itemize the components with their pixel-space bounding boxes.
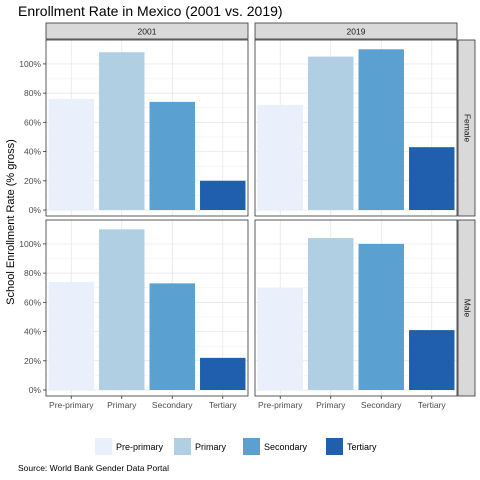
y-tick-label: 40% xyxy=(24,327,41,337)
legend-swatch-pre-primary xyxy=(95,438,112,455)
y-tick-label: 40% xyxy=(24,147,41,157)
panel-border xyxy=(254,39,458,217)
bar-primary-2019-male xyxy=(308,238,354,390)
panel-border xyxy=(45,39,249,217)
y-tick-label: 20% xyxy=(24,176,41,186)
facet-panels: 2001 2019 Female Male 0% 20% 40% 60% 80% 100% 0% 20… xyxy=(19,22,476,410)
strip-row-label: Female xyxy=(462,114,472,143)
bar-pre-primary-2019-male xyxy=(257,287,303,390)
bar-primary-2001-female xyxy=(99,52,145,210)
legend: Pre-primary Primary Secondary Tertiary xyxy=(95,438,377,455)
x-tick-label: Primary xyxy=(316,400,346,410)
bar-secondary-2001-male xyxy=(149,283,195,390)
panel-2019-female xyxy=(254,39,458,217)
legend-label: Primary xyxy=(195,442,226,452)
bar-secondary-2001-female xyxy=(149,101,195,210)
bar-secondary-2019-female xyxy=(358,49,404,210)
x-tick-label: Tertiary xyxy=(209,400,238,410)
panel-2001-male: 0% 20% 40% 60% 80% 100% Pre-primary Primary Seco… xyxy=(19,219,249,410)
strip-row-female xyxy=(457,39,476,217)
legend-swatch-tertiary xyxy=(326,438,343,455)
legend-label: Tertiary xyxy=(347,442,377,452)
x-tick-label: Pre-primary xyxy=(49,400,94,410)
panel-2019-male: Pre-primary Primary Secondary Tertiary xyxy=(254,219,458,410)
strip-row-male xyxy=(457,219,476,397)
y-axis-title: School Enrollment Rate (% gross) xyxy=(5,139,17,305)
bar-primary-2019-female xyxy=(308,56,354,210)
y-tick-label: 20% xyxy=(24,356,41,366)
x-tick-label: Tertiary xyxy=(418,400,447,410)
strip-row-label: Male xyxy=(462,299,472,318)
legend-swatch-secondary xyxy=(243,438,260,455)
y-tick-label: 100% xyxy=(19,59,41,69)
panel-border xyxy=(45,219,249,397)
panel-border xyxy=(254,219,458,397)
bar-tertiary-2001-female xyxy=(200,180,246,210)
strip-col-label: 2001 xyxy=(138,27,157,37)
y-tick-label: 80% xyxy=(24,268,41,278)
x-tick-label: Secondary xyxy=(361,400,402,410)
y-tick-label: 60% xyxy=(24,297,41,307)
bar-tertiary-2019-female xyxy=(409,147,455,210)
x-tick-label: Primary xyxy=(107,400,137,410)
bar-pre-primary-2019-female xyxy=(257,104,303,210)
bar-tertiary-2019-male xyxy=(409,330,455,390)
source-caption: Source: World Bank Gender Data Portal xyxy=(18,463,169,473)
y-tick-label: 100% xyxy=(19,239,41,249)
bar-tertiary-2001-male xyxy=(200,357,246,390)
bar-pre-primary-2001-female xyxy=(48,98,94,210)
legend-label: Secondary xyxy=(264,442,308,452)
chart-title: Enrollment Rate in Mexico (2001 vs. 2019… xyxy=(18,3,283,19)
y-tick-label: 0% xyxy=(29,385,42,395)
x-tick-label: Secondary xyxy=(152,400,193,410)
strip-col-label: 2019 xyxy=(347,27,366,37)
bar-pre-primary-2001-male xyxy=(48,281,94,390)
y-tick-label: 80% xyxy=(24,88,41,98)
legend-swatch-primary xyxy=(174,438,191,455)
x-tick-label: Pre-primary xyxy=(258,400,303,410)
bar-secondary-2019-male xyxy=(358,243,404,390)
y-tick-label: 0% xyxy=(29,205,42,215)
strip-col-2001 xyxy=(45,22,249,40)
legend-label: Pre-primary xyxy=(116,442,164,452)
panel-2001-female: 0% 20% 40% 60% 80% 100% xyxy=(19,39,249,217)
y-tick-label: 60% xyxy=(24,117,41,127)
bar-primary-2001-male xyxy=(99,229,145,390)
strip-col-2019 xyxy=(254,22,458,40)
